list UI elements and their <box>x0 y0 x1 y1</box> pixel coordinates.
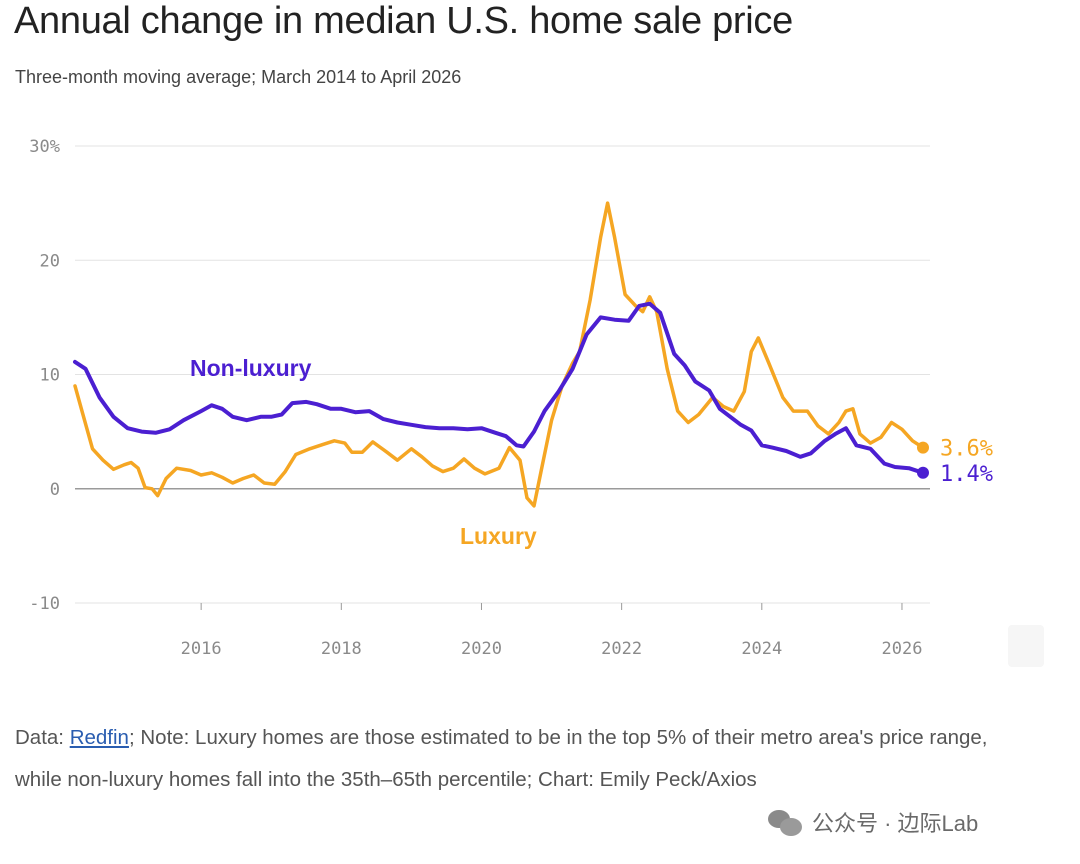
y-tick-label: -10 <box>29 594 60 614</box>
x-tick-label: 2024 <box>741 639 782 659</box>
x-tick-label: 2022 <box>601 639 642 659</box>
wechat-icon <box>768 808 804 836</box>
y-tick-label: 0 <box>50 480 60 500</box>
x-tick-label: 2016 <box>181 639 222 659</box>
series-end-point-luxury <box>916 441 929 454</box>
x-axis-ticks: 2016 2018 2020 2022 2024 2026 <box>181 603 922 659</box>
series-line-non-luxury <box>73 301 925 475</box>
x-tick-label: 2020 <box>461 639 502 659</box>
x-tick-label: 2026 <box>881 639 922 659</box>
end-value-label-luxury: 3.6% <box>940 437 993 462</box>
y-tick-label: 20 <box>40 251 60 271</box>
note-prefix: Data: <box>15 726 70 749</box>
chart-subtitle: Three-month moving average; March 2014 t… <box>15 67 462 87</box>
line-chart: 30% 20 10 0 -10 2016 2018 2020 2022 2024 2026 3.6… <box>29 137 993 659</box>
y-tick-label: 30% <box>29 137 60 157</box>
source-link[interactable]: Redfin <box>69 726 129 749</box>
series-label-luxury: Luxury <box>460 523 537 549</box>
series-end-point-non-luxury <box>916 466 929 479</box>
y-tick-label: 10 <box>40 366 60 386</box>
chart-note: Data: Redfin; Note: Luxury homes are tho… <box>15 717 1035 801</box>
y-axis-ticks: 30% 20 10 0 -10 <box>29 137 60 614</box>
watermark: 公众号 · 边际Lab <box>768 806 978 838</box>
series-lines <box>73 201 929 508</box>
grid-lines <box>75 145 930 604</box>
series-label-non-luxury: Non-luxury <box>190 355 312 381</box>
note-text: ; Note: Luxury homes are those estimated… <box>15 726 988 791</box>
x-tick-label: 2018 <box>321 639 362 659</box>
watermark-text: 公众号 · 边际Lab <box>812 811 979 836</box>
series-labels: 3.6%1.4% Non-luxury Luxury <box>190 355 993 549</box>
chart-title: Annual change in median U.S. home sale p… <box>14 0 793 42</box>
end-value-label-non-luxury: 1.4% <box>940 462 993 487</box>
series-line-luxury <box>73 201 925 508</box>
watermark-box <box>1008 625 1044 667</box>
